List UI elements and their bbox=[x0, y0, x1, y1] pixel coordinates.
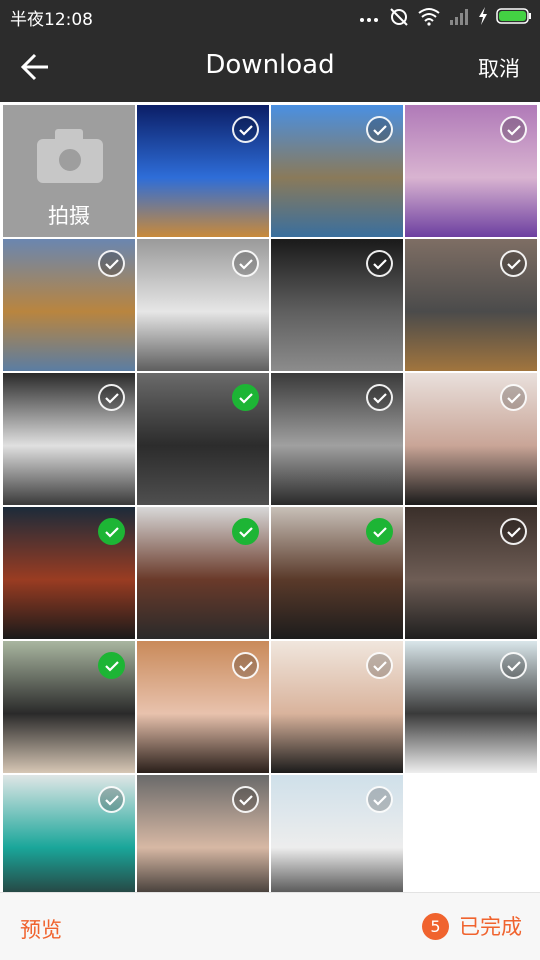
photo-tile-woman-necklace-portrait[interactable] bbox=[271, 641, 403, 773]
photo-tile-white-hypercar[interactable] bbox=[3, 373, 135, 505]
page-title: Download bbox=[205, 50, 335, 80]
photo-tile-red-hair-standing[interactable] bbox=[137, 507, 269, 639]
status-icons bbox=[358, 6, 532, 26]
checkmark-icon bbox=[105, 259, 119, 270]
done-button[interactable]: 5 已完成 bbox=[422, 911, 522, 941]
arrow-left-icon bbox=[20, 53, 48, 81]
camera-tile[interactable]: 拍摄 bbox=[3, 105, 135, 237]
checkmark-icon bbox=[105, 661, 119, 672]
select-checkbox[interactable] bbox=[232, 518, 259, 545]
select-checkbox[interactable] bbox=[366, 116, 393, 143]
checkmark-icon bbox=[105, 393, 119, 404]
back-button[interactable] bbox=[16, 49, 56, 85]
checkmark-icon bbox=[239, 393, 253, 404]
photo-tile-woman-long-hair-dark[interactable] bbox=[137, 775, 269, 892]
photo-tile-red-hair-crouching[interactable] bbox=[271, 507, 403, 639]
select-checkbox[interactable] bbox=[366, 518, 393, 545]
checkmark-icon bbox=[373, 393, 387, 404]
checkmark-icon bbox=[507, 393, 521, 404]
photo-tile-woman-hat-plaid[interactable] bbox=[405, 641, 537, 773]
photo-tile-grey-supercar-leaves[interactable] bbox=[405, 239, 537, 371]
checkmark-icon bbox=[373, 661, 387, 672]
select-checkbox[interactable] bbox=[500, 384, 527, 411]
checkmark-icon bbox=[373, 527, 387, 538]
select-checkbox[interactable] bbox=[98, 250, 125, 277]
cancel-button[interactable]: 取消 bbox=[478, 57, 520, 81]
checkmark-icon bbox=[239, 661, 253, 672]
photo-tile-woman-white-dress[interactable] bbox=[271, 775, 403, 892]
select-checkbox[interactable] bbox=[98, 384, 125, 411]
select-checkbox[interactable] bbox=[98, 652, 125, 679]
status-bar: 半夜12:08 bbox=[0, 0, 540, 32]
done-label: 已完成 bbox=[459, 915, 522, 939]
checkmark-icon bbox=[507, 125, 521, 136]
photo-tile-woman-grey-coat[interactable] bbox=[405, 507, 537, 639]
select-checkbox[interactable] bbox=[366, 652, 393, 679]
checkmark-icon bbox=[507, 661, 521, 672]
checkmark-icon bbox=[105, 527, 119, 538]
checkmark-icon bbox=[239, 795, 253, 806]
select-checkbox[interactable] bbox=[366, 250, 393, 277]
status-time: 半夜12:08 bbox=[10, 10, 93, 30]
checkmark-icon bbox=[239, 259, 253, 270]
selected-count-badge: 5 bbox=[422, 912, 449, 940]
photo-tile-white-supercar-front[interactable] bbox=[137, 239, 269, 371]
battery-icon bbox=[496, 6, 532, 26]
more-dots-icon bbox=[358, 6, 380, 26]
photo-tile-purple-lake-flowers[interactable] bbox=[405, 105, 537, 237]
checkmark-icon bbox=[373, 795, 387, 806]
photo-tile-dark-supercar-road[interactable] bbox=[137, 373, 269, 505]
select-checkbox[interactable] bbox=[232, 384, 259, 411]
checkmark-icon bbox=[373, 125, 387, 136]
select-checkbox[interactable] bbox=[232, 116, 259, 143]
photo-tile-mountain-lake[interactable] bbox=[271, 105, 403, 237]
select-checkbox[interactable] bbox=[98, 786, 125, 813]
checkmark-icon bbox=[507, 527, 521, 538]
photo-tile-woman-black-dress[interactable] bbox=[405, 373, 537, 505]
wifi-icon bbox=[418, 6, 440, 26]
select-checkbox[interactable] bbox=[366, 384, 393, 411]
select-checkbox[interactable] bbox=[98, 518, 125, 545]
select-checkbox[interactable] bbox=[500, 652, 527, 679]
checkmark-icon bbox=[507, 259, 521, 270]
select-checkbox[interactable] bbox=[232, 786, 259, 813]
signal-icon bbox=[448, 6, 470, 26]
camera-label: 拍摄 bbox=[48, 204, 90, 228]
preview-button[interactable]: 预览 bbox=[20, 918, 62, 942]
checkmark-icon bbox=[239, 527, 253, 538]
photo-tile-desert-reflection[interactable] bbox=[3, 239, 135, 371]
checkmark-icon bbox=[373, 259, 387, 270]
photo-tile-sunset-beach[interactable] bbox=[137, 105, 269, 237]
photo-tile-woman-braids-portrait[interactable] bbox=[137, 641, 269, 773]
select-checkbox[interactable] bbox=[500, 250, 527, 277]
photo-tile-silver-hypercar[interactable] bbox=[271, 373, 403, 505]
select-checkbox[interactable] bbox=[366, 786, 393, 813]
select-checkbox[interactable] bbox=[232, 250, 259, 277]
bottom-bar: 预览 5 已完成 bbox=[0, 892, 540, 960]
title-bar: Download 取消 bbox=[0, 32, 540, 102]
photo-tile-woman-long-hair-light[interactable] bbox=[3, 641, 135, 773]
checkmark-icon bbox=[239, 125, 253, 136]
photo-tile-red-hair-portrait[interactable] bbox=[3, 507, 135, 639]
photo-grid: 拍摄 bbox=[0, 102, 540, 892]
photo-tile-grey-supercar-show[interactable] bbox=[271, 239, 403, 371]
photo-tile-woman-teal-shirt[interactable] bbox=[3, 775, 135, 892]
select-checkbox[interactable] bbox=[500, 116, 527, 143]
checkmark-icon bbox=[105, 795, 119, 806]
alarm-off-icon bbox=[388, 6, 410, 26]
charging-icon bbox=[478, 6, 488, 26]
select-checkbox[interactable] bbox=[500, 518, 527, 545]
select-checkbox[interactable] bbox=[232, 652, 259, 679]
